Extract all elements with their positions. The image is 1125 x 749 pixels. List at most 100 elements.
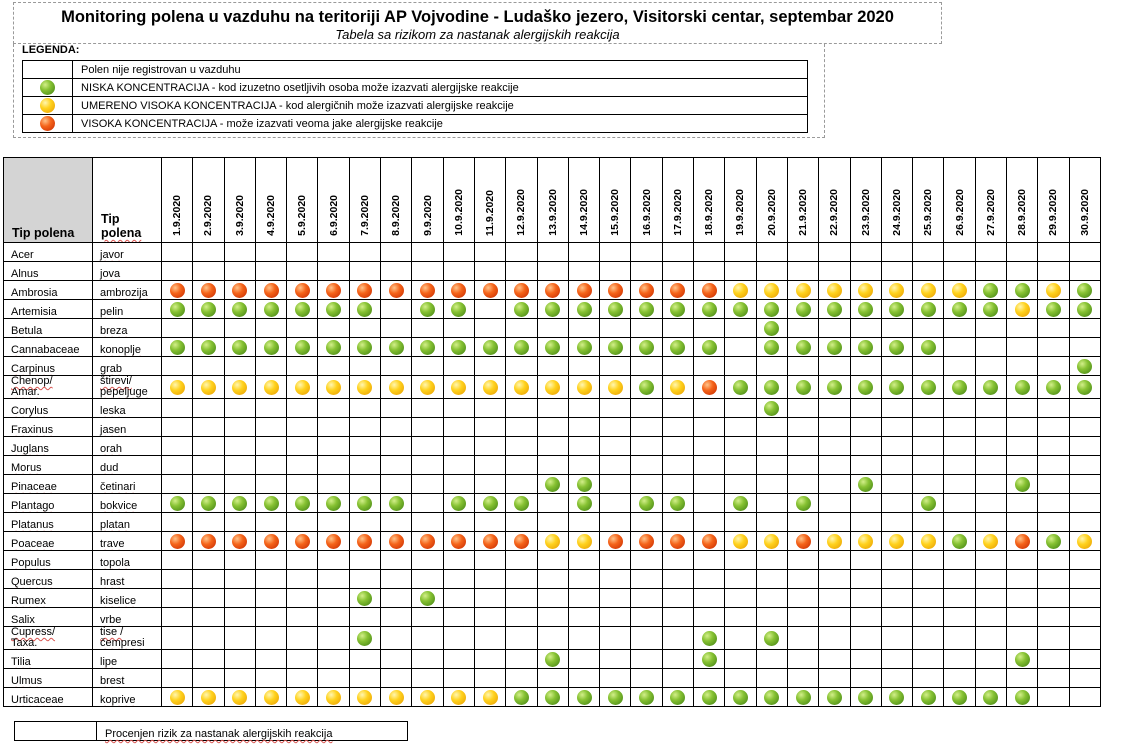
orange-dot-icon xyxy=(795,533,811,549)
risk-cell xyxy=(473,337,507,357)
risk-cell xyxy=(536,588,569,608)
risk-cell xyxy=(912,607,945,627)
risk-cell xyxy=(192,668,225,688)
orange-dot-icon xyxy=(670,282,686,298)
risk-cell xyxy=(567,626,601,650)
risk-cell xyxy=(630,356,663,376)
risk-cell xyxy=(630,299,663,319)
risk-cell xyxy=(880,668,914,688)
green-dot-icon xyxy=(357,339,373,355)
risk-cell xyxy=(380,550,413,570)
risk-cell xyxy=(1068,318,1101,338)
risk-cell xyxy=(818,337,851,357)
risk-cell xyxy=(755,356,788,376)
risk-cell xyxy=(661,512,695,532)
risk-cell xyxy=(724,318,757,338)
legend-row: VISOKA KONCENTRACIJA - može izazvati veo… xyxy=(22,114,808,133)
date-header: 13.9.2020 xyxy=(536,157,569,243)
green-dot-icon xyxy=(639,301,655,317)
risk-cell xyxy=(1006,569,1039,589)
table-row: Ulmus brest xyxy=(3,668,1101,688)
green-dot-icon xyxy=(639,689,655,705)
date-header: 8.9.2020 xyxy=(380,157,413,243)
risk-cell xyxy=(1006,436,1039,456)
green-dot-icon xyxy=(983,282,999,298)
risk-cell xyxy=(317,242,350,262)
risk-cell xyxy=(380,299,413,319)
risk-cell xyxy=(661,417,695,437)
risk-cell xyxy=(661,626,695,650)
yellow-dot-icon xyxy=(858,282,874,298)
legend-swatch xyxy=(22,96,73,115)
risk-cell xyxy=(786,337,820,357)
green-dot-icon xyxy=(701,301,717,317)
risk-cell xyxy=(943,280,976,300)
risk-cell xyxy=(223,436,256,456)
risk-cell xyxy=(1006,280,1039,300)
green-dot-icon xyxy=(952,301,968,317)
risk-cell xyxy=(943,455,976,475)
risk-cell xyxy=(818,588,851,608)
risk-cell xyxy=(599,436,632,456)
table-row: Alnus jova xyxy=(3,261,1101,281)
risk-cell xyxy=(1068,687,1101,707)
risk-cell xyxy=(505,242,538,262)
yellow-dot-icon xyxy=(200,379,216,395)
risk-cell xyxy=(192,687,225,707)
orange-dot-icon xyxy=(576,282,592,298)
risk-cell xyxy=(317,531,350,551)
risk-cell xyxy=(1068,280,1101,300)
risk-cell xyxy=(536,607,569,627)
risk-cell xyxy=(505,493,538,513)
green-dot-icon xyxy=(920,379,936,395)
risk-cell xyxy=(880,493,914,513)
date-header: 30.9.2020 xyxy=(1068,157,1101,243)
risk-cell xyxy=(254,436,288,456)
risk-cell xyxy=(505,607,538,627)
orange-dot-icon xyxy=(169,282,185,298)
risk-cell xyxy=(473,626,507,650)
green-dot-icon xyxy=(263,495,279,511)
risk-cell xyxy=(630,649,663,669)
risk-cell xyxy=(192,607,225,627)
yellow-dot-icon xyxy=(764,533,780,549)
green-dot-icon xyxy=(764,339,780,355)
risk-cell xyxy=(473,356,507,376)
pollen-latin-name: Acer xyxy=(3,242,93,262)
risk-cell xyxy=(849,299,882,319)
orange-dot-icon xyxy=(482,533,498,549)
risk-cell xyxy=(693,280,726,300)
risk-cell xyxy=(1068,436,1101,456)
risk-cell xyxy=(223,531,256,551)
risk-cell xyxy=(661,337,695,357)
risk-cell xyxy=(317,280,350,300)
green-dot-icon xyxy=(701,630,717,646)
risk-cell xyxy=(849,280,882,300)
risk-cell xyxy=(442,375,475,399)
risk-cell xyxy=(442,512,475,532)
risk-cell xyxy=(536,569,569,589)
green-dot-icon xyxy=(795,689,811,705)
risk-cell xyxy=(505,398,538,418)
risk-cell xyxy=(849,474,882,494)
risk-cell xyxy=(192,356,225,376)
orange-dot-icon xyxy=(326,533,342,549)
yellow-dot-icon xyxy=(326,379,342,395)
risk-cell xyxy=(223,512,256,532)
green-dot-icon xyxy=(545,339,561,355)
risk-cell xyxy=(661,687,695,707)
risk-cell xyxy=(536,375,569,399)
green-dot-icon xyxy=(1077,301,1093,317)
green-dot-icon xyxy=(576,689,592,705)
orange-dot-icon xyxy=(200,533,216,549)
risk-cell xyxy=(880,436,914,456)
risk-cell xyxy=(818,398,851,418)
pollen-local-name: lipe xyxy=(92,649,162,669)
legend-label: LEGENDA: xyxy=(22,44,80,56)
risk-cell xyxy=(599,242,632,262)
date-header: 4.9.2020 xyxy=(254,157,288,243)
risk-cell xyxy=(818,455,851,475)
risk-cell xyxy=(380,356,413,376)
risk-cell xyxy=(661,375,695,399)
green-dot-icon xyxy=(513,339,529,355)
